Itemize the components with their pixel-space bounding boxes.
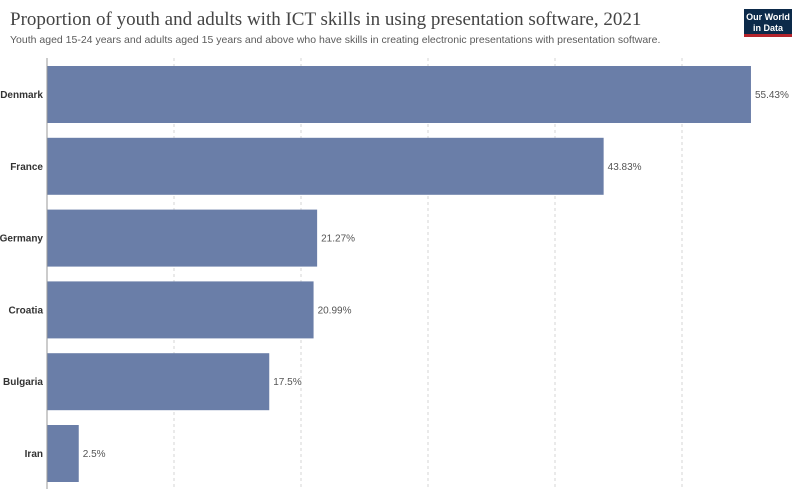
bar-germany[interactable]: [47, 209, 318, 267]
value-label: 20.99%: [318, 305, 352, 316]
bar-bulgaria[interactable]: [47, 353, 270, 411]
category-label: Germany: [0, 234, 43, 245]
category-label: Iran: [25, 449, 43, 460]
logo-line-1: Our World: [746, 12, 790, 22]
value-label: 55.43%: [755, 90, 789, 101]
value-label: 21.27%: [321, 234, 355, 245]
value-label: 2.5%: [83, 449, 106, 460]
chart-subtitle: Youth aged 15-24 years and adults aged 1…: [10, 34, 661, 46]
category-label: Denmark: [0, 90, 43, 101]
chart-title: Proportion of youth and adults with ICT …: [10, 9, 642, 30]
bar-france[interactable]: [47, 137, 604, 195]
value-label: 43.83%: [608, 162, 642, 173]
category-label: France: [10, 162, 43, 173]
logo-line-2: in Data: [752, 23, 783, 33]
bar-denmark[interactable]: [47, 66, 751, 123]
bar-croatia[interactable]: [47, 281, 314, 339]
value-label: 17.5%: [273, 377, 301, 388]
category-label: Croatia: [9, 305, 44, 316]
bar-iran[interactable]: [47, 425, 79, 482]
owid-logo[interactable]: Our World in Data: [744, 9, 792, 37]
category-label: Bulgaria: [3, 377, 43, 388]
